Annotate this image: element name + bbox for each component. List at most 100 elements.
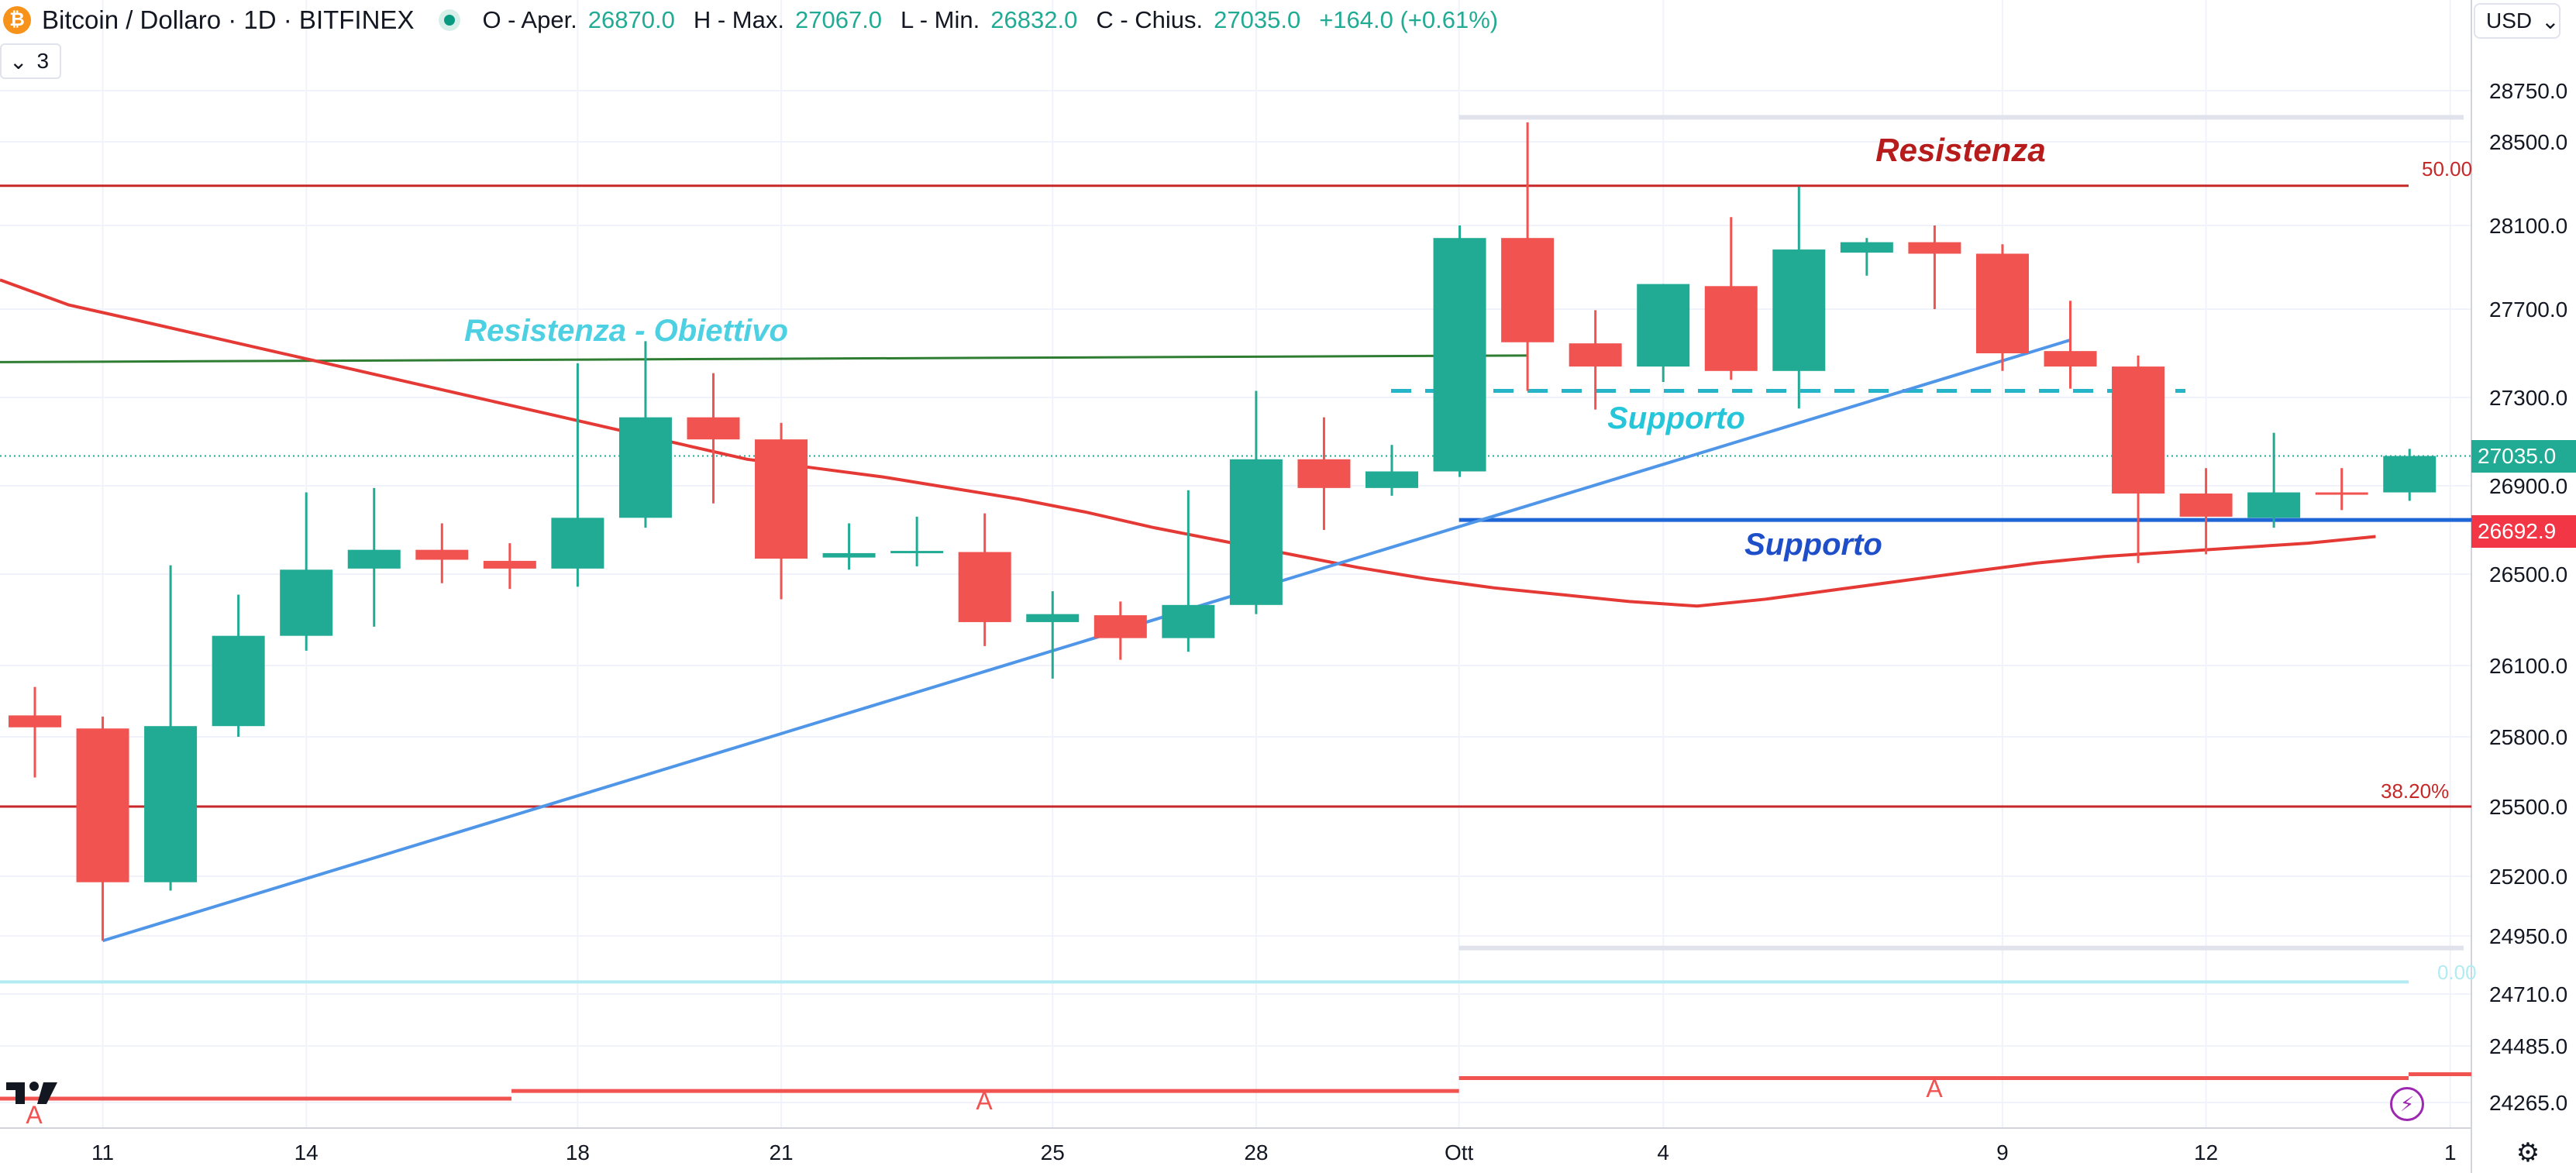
price-tick-label: 25800.0 — [2489, 725, 2567, 749]
price-tick-label: 27300.0 — [2489, 386, 2567, 410]
symbol-title[interactable]: Bitcoin / Dollaro · 1D · BITFINEX — [42, 5, 415, 34]
tradingview-logo-icon[interactable] — [5, 1079, 60, 1107]
flash-icon[interactable]: ⚡ — [2390, 1087, 2424, 1121]
indicators-count: 3 — [36, 49, 50, 73]
candle-body — [1501, 238, 1555, 342]
candles — [9, 122, 2437, 941]
candle-body — [2179, 493, 2233, 517]
price-tick-label: 28100.0 — [2489, 214, 2567, 238]
resistance-label: Resistenza — [1875, 132, 2045, 168]
candle-body — [2315, 492, 2368, 495]
candle-body — [618, 417, 672, 518]
event-marker-label: A — [1926, 1075, 1943, 1102]
trendline — [102, 338, 2071, 943]
open-label: O - Aper. — [482, 6, 577, 33]
dashed-support-label: Supporto — [1607, 401, 1745, 435]
candle-body — [1229, 459, 1283, 605]
candle-body — [755, 439, 808, 559]
candle — [2112, 355, 2165, 563]
change-value: +164.0 (+0.61%) — [1319, 6, 1499, 33]
settings-gear-icon[interactable]: ⚙ — [2516, 1138, 2540, 1168]
close-label: C - Chius. — [1096, 6, 1204, 33]
high-value: 27067.0 — [794, 6, 883, 33]
candle-body — [9, 715, 61, 728]
last-price-label: 27035.0 — [2471, 439, 2576, 473]
time-tick-label: 18 — [566, 1140, 590, 1164]
high-label: H - Max. — [693, 6, 784, 33]
candle-body — [1975, 253, 2029, 353]
candle-body — [483, 560, 536, 569]
candle-body — [76, 728, 129, 882]
indicators-toggle-button[interactable]: ⌄ 3 — [0, 43, 62, 79]
candle-body — [1433, 238, 1486, 472]
candle — [1433, 225, 1486, 477]
candle — [1162, 490, 1215, 652]
candle — [822, 523, 876, 570]
fib-50-label: 50.00 — [2422, 157, 2472, 181]
low-label: L - Min. — [901, 6, 980, 33]
candle-body — [1840, 242, 1893, 253]
event-marker-label: A — [976, 1087, 993, 1115]
time-tick-label: 21 — [769, 1140, 793, 1164]
currency-label: USD — [2486, 9, 2533, 33]
candle — [347, 487, 401, 627]
price-tick-label: 24265.0 — [2489, 1091, 2567, 1115]
candle-body — [144, 726, 198, 882]
price-tick-label: 24950.0 — [2489, 924, 2567, 948]
low-value: 26832.0 — [990, 6, 1078, 33]
candle-body — [551, 518, 604, 569]
candle — [1026, 591, 1080, 679]
candle — [755, 422, 808, 600]
candle — [687, 373, 740, 504]
target-resistance-label: Resistenza - Obiettivo — [464, 314, 788, 348]
support-label: Supporto — [1744, 528, 1882, 562]
candle-body — [1365, 471, 1418, 488]
candle-body — [822, 552, 876, 558]
market-status-icon — [439, 9, 461, 31]
price-tick-label: 27700.0 — [2489, 298, 2567, 322]
price-tick-label: 26900.0 — [2489, 474, 2567, 498]
candle-body — [1637, 284, 1690, 367]
candle-body — [2383, 456, 2437, 493]
candle-body — [2247, 492, 2301, 518]
candle-body — [1026, 614, 1080, 622]
time-tick-label: 28 — [1244, 1140, 1268, 1164]
candle — [1772, 187, 1826, 409]
candle-body — [212, 635, 265, 727]
candle-body — [1569, 343, 1622, 367]
candle — [890, 516, 944, 567]
time-tick-label: 4 — [1657, 1140, 1669, 1164]
candle — [212, 594, 265, 737]
symbol-legend: ₿ Bitcoin / Dollaro · 1D · BITFINEX O - … — [0, 0, 1498, 40]
candle — [2247, 432, 2301, 528]
candle-body — [1162, 604, 1215, 638]
price-tick-label: 26500.0 — [2489, 562, 2567, 586]
price-tick-label: 24485.0 — [2489, 1034, 2567, 1058]
candle — [1229, 390, 1283, 614]
candle-body — [1772, 249, 1826, 371]
bitcoin-icon: ₿ — [3, 6, 31, 34]
time-tick-label: 14 — [294, 1140, 319, 1164]
currency-selector[interactable]: USD ⌄ — [2474, 3, 2561, 39]
candle — [551, 363, 604, 587]
time-tick-label: 9 — [1996, 1140, 2009, 1164]
candle-body — [280, 569, 333, 636]
candle — [2179, 468, 2233, 555]
time-tick-label: 11 — [91, 1140, 114, 1164]
candle-body — [1093, 615, 1147, 638]
candle — [958, 513, 1011, 646]
chevron-down-icon: ⌄ — [9, 49, 28, 74]
candle — [1704, 217, 1758, 380]
candle — [1975, 244, 2029, 371]
candle — [76, 716, 129, 941]
candle — [415, 523, 469, 583]
candle-body — [2044, 351, 2097, 367]
time-tick-label: Ott — [1445, 1140, 1474, 1164]
time-tick-label: 1 — [2444, 1140, 2457, 1164]
candle — [2315, 468, 2368, 511]
candle — [9, 686, 61, 778]
chevron-down-icon: ⌄ — [2541, 9, 2560, 33]
candle-body — [1704, 286, 1758, 371]
ma-price-label: 26692.9 — [2471, 515, 2576, 549]
